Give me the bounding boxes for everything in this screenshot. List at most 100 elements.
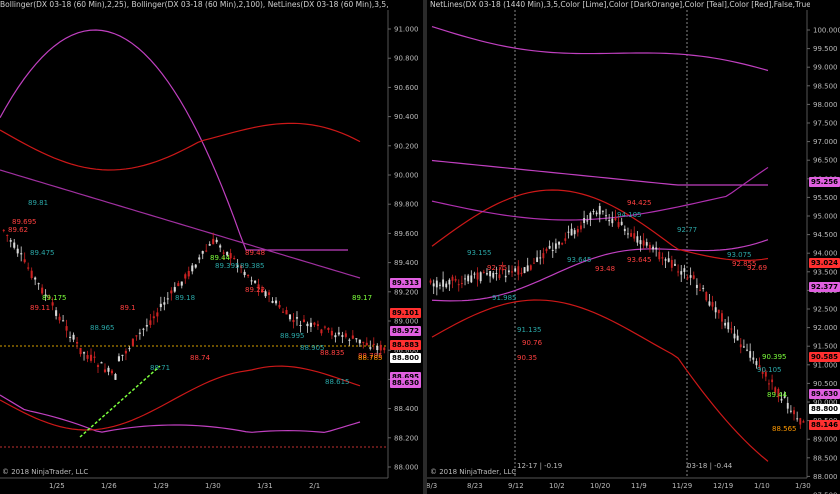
candle-body [623,228,626,232]
candle-body [268,292,271,296]
candle-body [292,319,295,323]
candle-body [614,217,617,221]
level-label: 89.44 [210,254,231,262]
chart-pane-left[interactable]: Bollinger(DX 03-18 (60 Min),2,25), Bolli… [0,0,423,494]
candle-body [752,357,755,360]
candle-body [138,332,141,334]
candle-body [170,290,173,294]
bollinger-band [0,29,348,251]
candle-body [573,230,576,235]
pane-divider[interactable] [423,0,427,494]
candle-body [761,371,764,374]
candle-body [330,330,333,336]
candle-body [708,301,711,306]
level-label: 89.11 [30,304,50,312]
candle-body [334,335,337,338]
candle-body [504,275,507,278]
price-tag: 89.101 [390,308,422,318]
candle-body [55,310,58,316]
candle-body [41,287,44,294]
level-label: 89.48 [245,249,265,257]
trend-line[interactable] [79,365,161,438]
candle-body [445,283,448,288]
candle-body [236,264,239,268]
candle-body [23,259,26,263]
chart-pane-right[interactable]: NetLines(DX 03-18 (1440 Min),3,5,Color [… [427,0,840,494]
price-tag: 88.695 [390,372,422,382]
y-tick-label: 99.500 [813,45,838,53]
candle-body [661,257,664,259]
level-label: 89.62 [8,226,28,234]
level-label: 88.785 [358,352,383,360]
candle-body [107,367,110,372]
bollinger-band [0,394,361,434]
chart-canvas-right[interactable]: 100.000 99.500 99.000 98.500 98.000 97.500 97.… [427,0,840,494]
candle-body [683,268,686,272]
candle-body [288,314,292,320]
candle-body [636,236,639,243]
level-label: 88.965 [90,324,115,332]
level-label: 89.44 [767,391,788,399]
candle-body [786,402,789,409]
y-tick-label: 88.800 [394,347,419,355]
price-tag: 88.800 [809,404,840,414]
bollinger-band [431,159,768,186]
candle-body [30,270,33,279]
candle-body [121,354,124,356]
level-label: 89.18 [175,294,195,302]
candle-body [539,257,542,259]
candle-body [774,387,777,393]
chart-canvas-left[interactable]: 91.000 90.800 90.600 90.400 90.200 90.000 89.8… [0,0,423,494]
candle-body [65,326,68,331]
candle-body [229,253,232,259]
candle-body [16,248,19,254]
candle-body [595,212,598,215]
candle-body [86,355,89,359]
y-tick-label: 92.000 [813,324,838,332]
candle-body [194,264,197,268]
y-tick-label: 88.400 [394,405,419,413]
candle-body [376,345,379,351]
candle-body [492,272,495,278]
candle-body [714,307,717,313]
candle-body [771,379,774,383]
candle-body [306,323,309,327]
candle-body [9,240,12,242]
candle-body [254,280,257,283]
level-label: 89.81 [28,199,48,207]
bollinger-band [431,189,769,262]
candle-body [369,347,372,349]
candle-body [76,341,79,344]
candle-body [180,281,183,286]
candle-body [705,292,708,301]
level-label: 89.22 [245,286,265,294]
copyright-right: © 2018 NinjaTrader, LLC [430,468,517,476]
candle-body [448,279,451,285]
x-tick-label: 10/20 [590,482,610,490]
candle-body [257,284,260,290]
candle-body [222,252,225,254]
candle-body [580,225,582,230]
candle-body [208,244,211,246]
candle-body [514,268,517,272]
y-tick-label: 92.500 [813,306,838,314]
candle-body [187,270,190,277]
candle-body [320,329,323,334]
candle-body [702,287,705,289]
candle-body [467,275,470,282]
candle-body [454,278,457,281]
y-tick-label: 90.400 [394,113,419,121]
price-tag: 88.883 [390,340,422,350]
candle-body [739,344,742,348]
level-label: 89.395 [215,262,240,270]
candle-body [489,270,492,277]
candle-body [633,233,636,239]
candle-body [302,319,306,323]
candle-body [6,234,9,236]
candle-body [464,278,466,280]
y-tick-label: 91.000 [813,361,838,369]
price-tag: 88.146 [809,420,840,430]
y-tick-label: 96.500 [813,157,838,165]
candle-body [768,383,770,385]
candle-body [348,339,351,341]
